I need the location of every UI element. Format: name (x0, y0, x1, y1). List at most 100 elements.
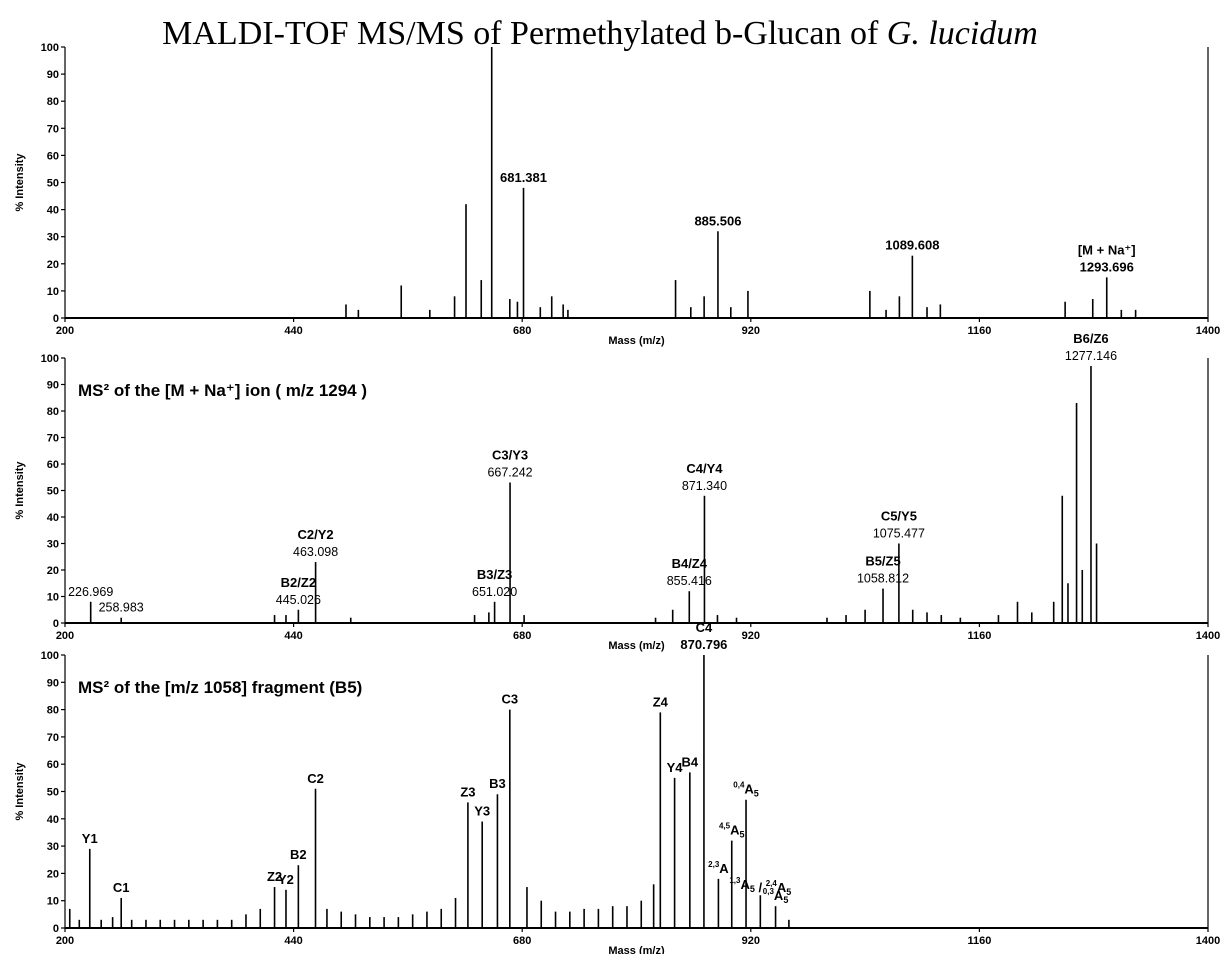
y-tick-label: 40 (47, 205, 59, 217)
y-tick-label: 30 (47, 841, 59, 853)
peak-label: 1277.146 (1065, 349, 1117, 363)
x-tick-label: 1160 (967, 325, 991, 337)
peak-label: Y1 (82, 831, 98, 846)
label-sup: 0,3 (763, 887, 775, 896)
y-tick-label: 90 (47, 69, 59, 81)
peak-label: C2/Y2 (298, 527, 334, 542)
y-tick-label: 0 (53, 618, 59, 630)
y-axis-label: % Intensity (14, 461, 26, 520)
y-tick-label: 10 (47, 896, 59, 908)
peak-label: 0,3A5 (763, 887, 789, 905)
y-tick-label: 30 (47, 232, 59, 244)
x-axis-label: Mass (m/z) (608, 640, 665, 652)
peak-label: C3/Y3 (492, 448, 528, 463)
label-sup: 2,3 (708, 860, 720, 869)
peak-label: 226.969 (68, 585, 113, 599)
label-main: A (730, 823, 740, 838)
y-tick-label: 100 (41, 650, 59, 662)
x-tick-label: 1400 (1196, 325, 1220, 337)
y-tick-label: 50 (47, 178, 59, 190)
label-sup: 4,5 (719, 822, 731, 831)
peak-label: B2/Z2 (281, 575, 316, 590)
y-tick-label: 80 (47, 705, 59, 717)
peak-label: B3 (489, 776, 506, 791)
y-tick-label: 0 (53, 923, 59, 935)
label-sub: 5 (786, 887, 791, 897)
x-tick-label: 920 (742, 935, 760, 947)
y-tick-label: 40 (47, 814, 59, 826)
label-main: A (744, 782, 754, 797)
y-tick-label: 70 (47, 433, 59, 445)
y-tick-label: 80 (47, 406, 59, 418)
panel-subtitle: MS² of the [M + Na⁺] ion ( m/z 1294 ) (78, 381, 367, 400)
x-tick-label: 1160 (967, 630, 991, 642)
label-sub: 5 (754, 789, 759, 799)
x-tick-label: 1400 (1196, 935, 1220, 947)
x-tick-label: 200 (56, 630, 74, 642)
title-species: G. lucidum (887, 15, 1038, 52)
peak-label: B3/Z3 (477, 567, 512, 582)
y-tick-label: 60 (47, 459, 59, 471)
peak-label: C4/Y4 (686, 461, 723, 476)
label-sub: 5 (740, 830, 745, 840)
peak-label: Y4 (667, 760, 684, 775)
peak-label: 871.340 (682, 479, 727, 493)
peak-label: 1058.812 (857, 572, 909, 586)
y-tick-label: 10 (47, 286, 59, 298)
x-axis-label: Mass (m/z) (608, 335, 665, 347)
y-tick-label: 20 (47, 259, 59, 271)
label-main: A (777, 880, 787, 895)
x-tick-label: 200 (56, 935, 74, 947)
peak-label: Z4 (653, 694, 669, 709)
title-text: MALDI-TOF MS/MS of Permethylated b-Gluca… (162, 15, 887, 52)
y-tick-label: 90 (47, 677, 59, 689)
peak-label: Y3 (474, 804, 490, 819)
x-tick-label: 680 (513, 935, 531, 947)
y-tick-label: 50 (47, 787, 59, 799)
peak-label: Y2 (278, 872, 294, 887)
y-tick-label: 70 (47, 123, 59, 135)
peak-label: C4 (696, 620, 713, 635)
peak-label: 1075.477 (873, 527, 925, 541)
y-tick-label: 30 (47, 539, 59, 551)
peak-label: [M + Na⁺] (1078, 242, 1136, 257)
peak-label: 681.381 (500, 170, 547, 185)
y-tick-label: 10 (47, 592, 59, 604)
peak-label: 1293.696 (1080, 259, 1134, 274)
peak-label: B4 (682, 754, 699, 769)
peak-label: 855.416 (667, 574, 712, 588)
x-tick-label: 200 (56, 325, 74, 337)
peak-label: Z3 (460, 784, 475, 799)
peak-label: 0,4A5 (733, 781, 759, 799)
y-tick-label: 100 (41, 42, 59, 54)
y-tick-label: 20 (47, 868, 59, 880)
x-tick-label: 680 (513, 630, 531, 642)
x-tick-label: 680 (513, 325, 531, 337)
peak-label: B4/Z4 (672, 556, 708, 571)
peak-label: 667.242 (487, 466, 532, 480)
y-tick-label: 100 (41, 353, 59, 365)
peak-label: Z2 (267, 869, 282, 884)
y-tick-label: 70 (47, 732, 59, 744)
peak-label: B6/Z6 (1073, 331, 1108, 346)
peak-label: B2 (290, 847, 307, 862)
x-tick-label: 1400 (1196, 630, 1220, 642)
x-tick-label: 1160 (967, 935, 991, 947)
peak-label: 445.026 (276, 593, 321, 607)
label-main: A (774, 888, 784, 903)
label-main: A (719, 861, 729, 876)
y-axis-label: % Intensity (14, 762, 26, 821)
label-sup: 0,4 (733, 781, 745, 790)
y-tick-label: 60 (47, 150, 59, 162)
peak-label: 870.796 (680, 637, 727, 652)
peak-label: 258.983 (99, 601, 144, 615)
label-sub: 5 (750, 884, 755, 894)
label-sup: 1,3 (729, 876, 741, 885)
x-tick-label: 440 (284, 325, 302, 337)
x-tick-label: 440 (284, 630, 302, 642)
label-main: / (755, 880, 766, 895)
label-sub: 5 (783, 895, 788, 905)
peak-label: 1089.608 (885, 238, 939, 253)
peak-label: C2 (307, 771, 324, 786)
